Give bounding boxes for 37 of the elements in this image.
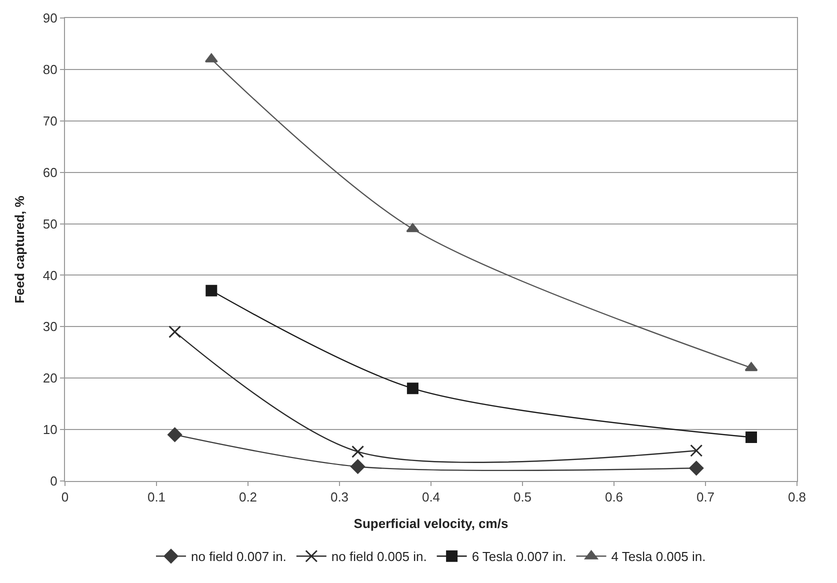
point xyxy=(168,326,182,338)
point xyxy=(350,459,366,474)
point xyxy=(406,223,420,232)
y-tick-label: 60 xyxy=(42,164,58,180)
point xyxy=(204,53,218,62)
x-tick-label: 0.1 xyxy=(147,490,166,505)
x-tick-label: 0 xyxy=(61,490,69,505)
y-tick-label: 0 xyxy=(50,474,58,489)
y-tick-label: 40 xyxy=(42,268,58,283)
point xyxy=(689,460,704,476)
x-tick-label: 0.6 xyxy=(604,490,624,505)
y-tick-label: 20 xyxy=(42,370,58,386)
point xyxy=(168,427,182,442)
y-tick-label: 70 xyxy=(42,113,58,128)
legend-label: 4 Tesla 0.005 in. xyxy=(611,549,706,564)
y-tick-label: 50 xyxy=(42,216,58,232)
point xyxy=(690,444,703,457)
legend-label: no field 0.005 in. xyxy=(331,549,427,564)
x-axis-title: Superficial velocity, cm/s xyxy=(354,516,508,532)
point xyxy=(406,382,418,394)
x-tick-label: 0.3 xyxy=(330,490,349,505)
y-tick-label: 90 xyxy=(42,10,58,26)
y-tick-label: 10 xyxy=(42,422,58,438)
y-tick-label: 80 xyxy=(42,62,58,77)
x-tick-label: 0.5 xyxy=(513,490,532,505)
x-tick-label: 0.4 xyxy=(422,490,440,505)
x-tick-label: 0.2 xyxy=(238,490,258,505)
x-tick-label: 0.8 xyxy=(788,490,806,505)
point xyxy=(746,432,757,444)
point xyxy=(206,284,218,296)
point xyxy=(744,362,758,372)
legend-label: no field 0.007 in. xyxy=(191,549,286,564)
point xyxy=(352,445,364,458)
legend-label: 6 Tesla 0.007 in. xyxy=(472,549,566,564)
y-axis-title: Feed captured, % xyxy=(12,195,27,304)
y-tick-label: 30 xyxy=(42,319,58,334)
x-tick-label: 0.7 xyxy=(696,490,715,505)
